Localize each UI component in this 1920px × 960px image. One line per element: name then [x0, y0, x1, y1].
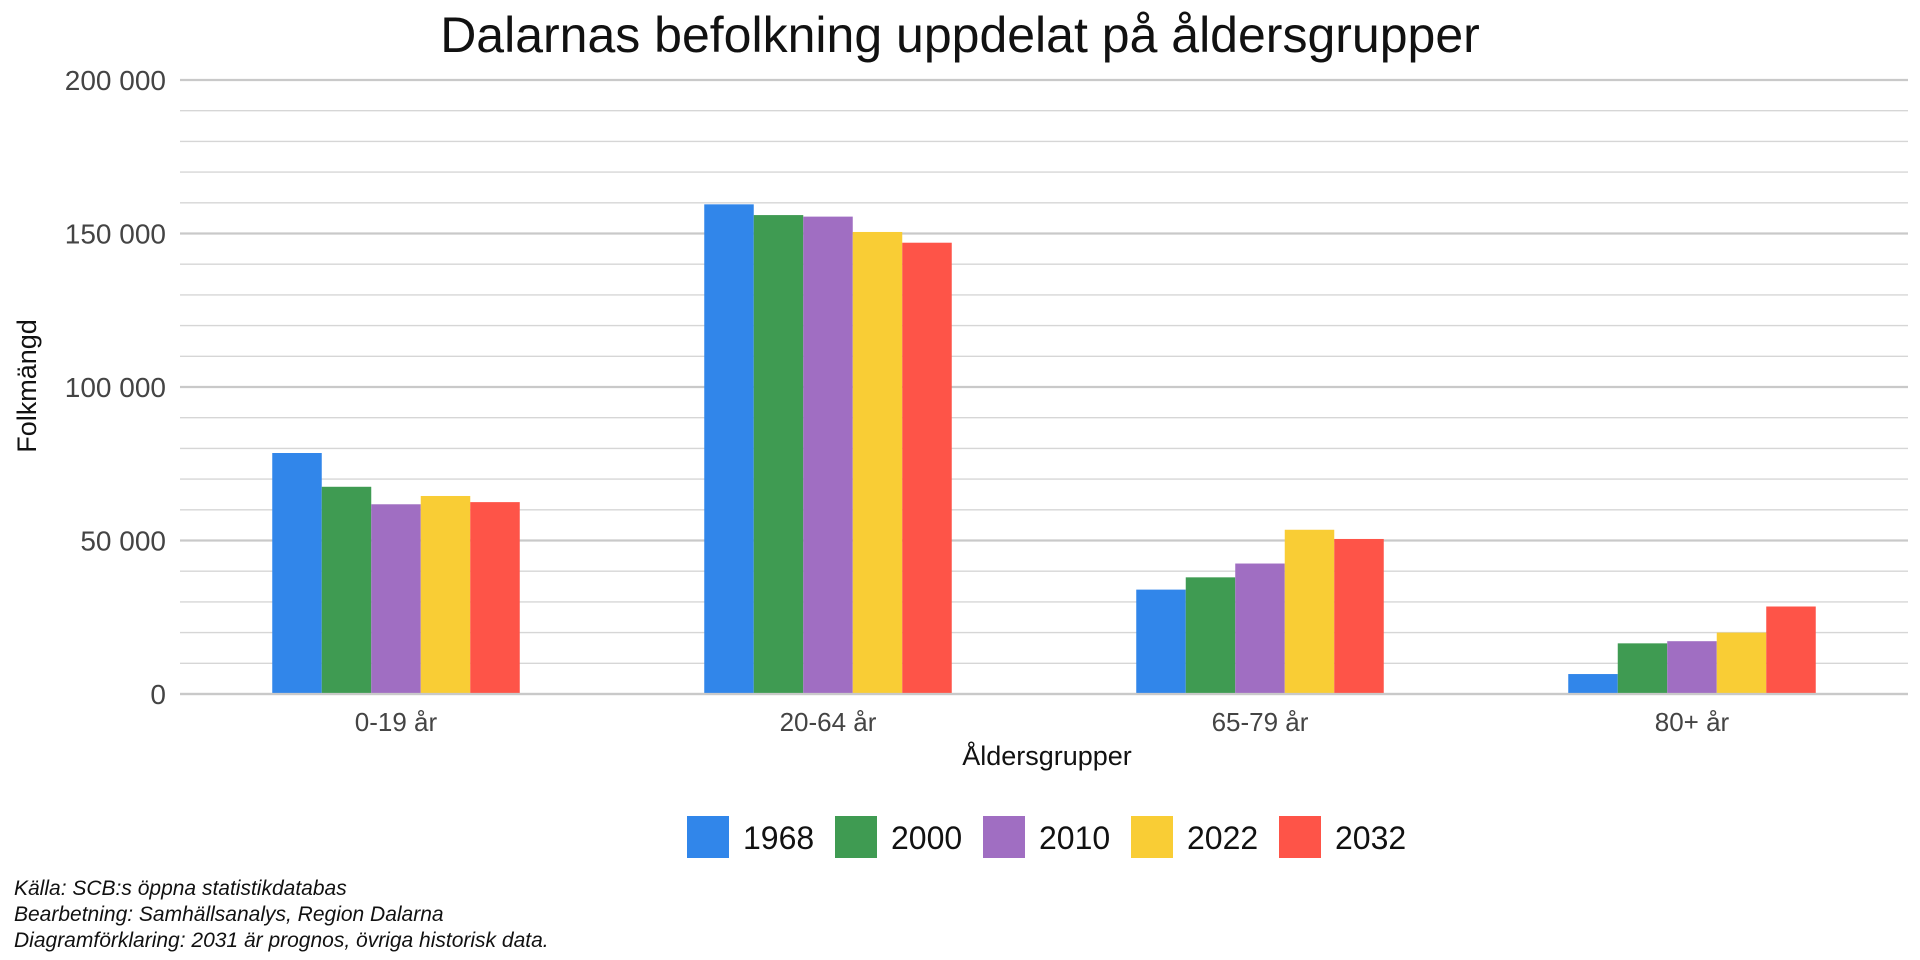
- bar-2032-1: [902, 242, 952, 694]
- legend-swatch-2010: [983, 816, 1025, 858]
- x-tick-label: 0-19 år: [355, 707, 438, 737]
- x-tick-label: 20-64 år: [780, 707, 877, 737]
- bar-2000-3: [1617, 643, 1668, 694]
- bar-2010-1: [803, 216, 853, 695]
- bar-2010-0: [371, 504, 421, 694]
- y-tick-label: 200 000: [65, 65, 166, 96]
- y-axis-label: Folkmängd: [12, 319, 42, 453]
- bar-2022-0: [420, 495, 471, 694]
- bar-2000-1: [753, 215, 804, 694]
- bar-1968-1: [704, 204, 754, 694]
- y-tick-label: 0: [150, 679, 166, 710]
- legend: 1968 2000 2010 2022 2032: [687, 816, 1406, 858]
- bar-2000-0: [321, 486, 372, 694]
- y-axis-ticks: 0 50 000 100 000 150 000 200 000: [65, 65, 166, 710]
- caption-explanation: Diagramförklaring: 2031 är prognos, övri…: [14, 929, 549, 952]
- x-axis-label: Åldersgrupper: [962, 740, 1132, 771]
- legend-label-2032: 2032: [1335, 820, 1406, 856]
- y-tick-label: 50 000: [80, 526, 166, 557]
- bar-2032-0: [470, 502, 520, 694]
- x-axis-ticks: 0-19 år 20-64 år 65-79 år 80+ år: [355, 707, 1730, 737]
- chart-title: Dalarnas befolkning uppdelat på åldersgr…: [440, 7, 1480, 63]
- legend-swatch-1968: [687, 816, 729, 858]
- bar-1968-0: [272, 453, 322, 694]
- caption-processing: Bearbetning: Samhällsanalys, Region Dala…: [14, 903, 444, 926]
- legend-swatch-2022: [1131, 816, 1173, 858]
- caption-source: Källa: SCB:s öppna statistikdatabas: [14, 877, 347, 900]
- bar-2022-2: [1284, 529, 1335, 694]
- bar-2032-3: [1766, 606, 1816, 694]
- legend-label-2000: 2000: [891, 820, 962, 856]
- y-tick-label: 150 000: [65, 219, 166, 250]
- y-tick-label: 100 000: [65, 372, 166, 403]
- legend-label-2010: 2010: [1039, 820, 1110, 856]
- bar-1968-3: [1568, 674, 1618, 694]
- x-tick-label: 80+ år: [1655, 707, 1730, 737]
- legend-swatch-2032: [1279, 816, 1321, 858]
- bar-2000-2: [1185, 577, 1236, 694]
- bar-2032-2: [1334, 538, 1384, 694]
- bar-1968-2: [1136, 589, 1186, 694]
- bar-2022-1: [852, 231, 903, 694]
- bar-2022-3: [1716, 632, 1767, 694]
- legend-label-1968: 1968: [743, 820, 814, 856]
- x-tick-label: 65-79 år: [1212, 707, 1309, 737]
- bar-2010-3: [1667, 641, 1717, 694]
- legend-label-2022: 2022: [1187, 820, 1258, 856]
- bars: [180, 204, 1908, 696]
- bar-2010-2: [1235, 563, 1285, 694]
- legend-swatch-2000: [835, 816, 877, 858]
